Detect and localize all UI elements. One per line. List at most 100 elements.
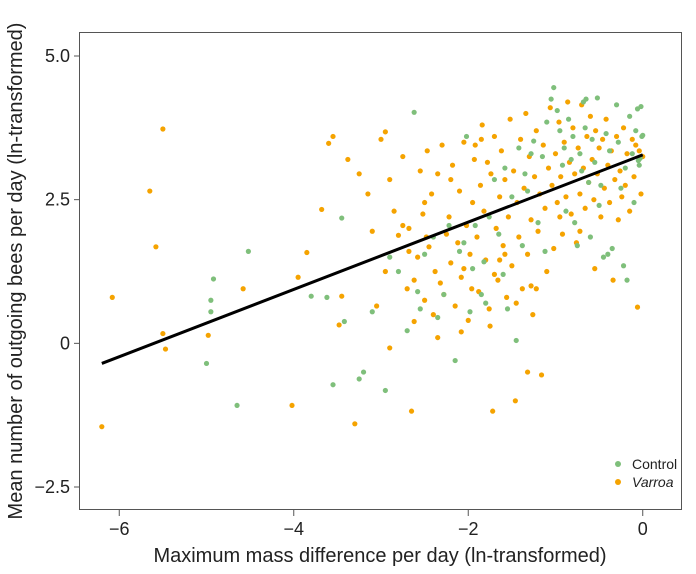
data-point-varroa	[147, 188, 153, 194]
data-point-control	[606, 148, 613, 154]
x-tick-label: 0	[638, 519, 648, 539]
data-point-varroa	[524, 369, 531, 375]
data-point-control	[324, 294, 330, 300]
data-point-varroa	[345, 156, 351, 163]
data-point-control	[633, 128, 639, 134]
data-point-varroa	[109, 294, 115, 300]
data-point-varroa	[568, 211, 574, 217]
data-point-varroa	[528, 217, 534, 223]
data-point-control	[509, 194, 515, 200]
data-point-varroa	[406, 225, 412, 231]
data-point-varroa	[615, 217, 621, 223]
data-point-varroa	[591, 197, 597, 203]
data-point-control	[387, 254, 393, 260]
data-point-varroa	[638, 191, 644, 197]
data-point-control	[594, 95, 600, 101]
data-point-varroa	[530, 312, 536, 318]
data-point-varroa	[426, 244, 432, 250]
data-point-varroa	[533, 128, 539, 134]
data-point-varroa	[382, 268, 388, 275]
data-point-varroa	[435, 171, 441, 177]
data-point-control	[640, 132, 646, 138]
data-point-varroa	[519, 286, 525, 292]
data-point-control	[600, 254, 607, 260]
data-point-varroa	[429, 191, 435, 197]
data-point-varroa	[620, 125, 627, 131]
data-point-control	[598, 182, 604, 188]
data-point-control	[528, 151, 534, 157]
data-point-control	[491, 176, 498, 183]
data-point-control	[513, 337, 519, 344]
data-point-varroa	[582, 205, 588, 211]
data-point-control	[572, 220, 578, 226]
data-point-varroa	[507, 116, 513, 122]
data-point-varroa	[577, 228, 583, 234]
data-point-varroa	[448, 176, 454, 183]
data-point-varroa	[446, 214, 452, 220]
data-point-control	[234, 402, 240, 409]
data-point-varroa	[504, 294, 510, 300]
data-point-varroa	[592, 266, 598, 272]
data-point-varroa	[400, 153, 406, 160]
data-point-varroa	[631, 174, 637, 180]
data-point-varroa	[558, 174, 564, 180]
data-point-control	[563, 208, 569, 214]
data-point-varroa	[600, 136, 606, 142]
data-point-varroa	[439, 142, 445, 148]
data-point-varroa	[408, 408, 415, 414]
data-point-control	[496, 231, 502, 237]
data-point-varroa	[319, 206, 325, 213]
data-point-varroa	[330, 133, 336, 140]
data-point-varroa	[153, 244, 159, 250]
data-point-control	[369, 309, 375, 315]
data-point-control	[500, 271, 506, 277]
data-point-varroa	[465, 317, 471, 323]
data-point-control	[561, 145, 567, 151]
data-point-varroa	[619, 194, 625, 200]
data-point-control	[627, 113, 633, 119]
data-point-varroa	[491, 271, 498, 277]
data-point-varroa	[512, 398, 518, 404]
data-point-varroa	[544, 268, 550, 275]
data-point-control	[589, 136, 595, 142]
data-point-varroa	[584, 133, 590, 140]
y-tick-label: 5.0	[45, 46, 70, 66]
data-point-varroa	[612, 176, 618, 183]
data-point-control	[478, 291, 484, 298]
data-point-control	[539, 153, 546, 160]
data-point-control	[587, 234, 593, 240]
data-point-varroa	[517, 136, 524, 142]
data-point-varroa	[556, 119, 562, 125]
data-point-control	[446, 222, 452, 229]
data-point-varroa	[240, 286, 246, 292]
data-point-varroa	[570, 125, 576, 131]
data-point-varroa	[435, 334, 441, 341]
data-point-varroa	[471, 156, 477, 163]
data-point-control	[360, 369, 367, 375]
data-point-varroa	[455, 240, 461, 246]
data-point-varroa	[420, 211, 426, 217]
legend: Control Varroa	[615, 456, 677, 490]
data-point-control	[548, 96, 554, 102]
data-point-control	[592, 159, 598, 165]
data-point-varroa	[477, 182, 484, 188]
data-point-control	[382, 387, 388, 394]
legend-label-varroa: Varroa	[632, 474, 674, 490]
data-point-varroa	[356, 171, 362, 177]
data-point-control	[208, 297, 214, 303]
data-point-control	[542, 248, 548, 254]
data-point-varroa	[430, 312, 436, 318]
data-point-varroa	[461, 266, 467, 272]
data-point-varroa	[565, 99, 571, 105]
data-point-control	[583, 96, 589, 102]
legend-marker-control	[615, 461, 621, 467]
data-point-varroa	[160, 330, 166, 337]
legend-label-control: Control	[632, 456, 677, 472]
data-point-varroa	[572, 171, 578, 177]
data-point-varroa	[411, 277, 417, 283]
data-point-varroa	[449, 162, 456, 168]
data-point-varroa	[545, 165, 552, 171]
data-point-control	[579, 168, 585, 174]
data-point-control	[461, 240, 467, 246]
data-point-varroa	[500, 243, 506, 249]
